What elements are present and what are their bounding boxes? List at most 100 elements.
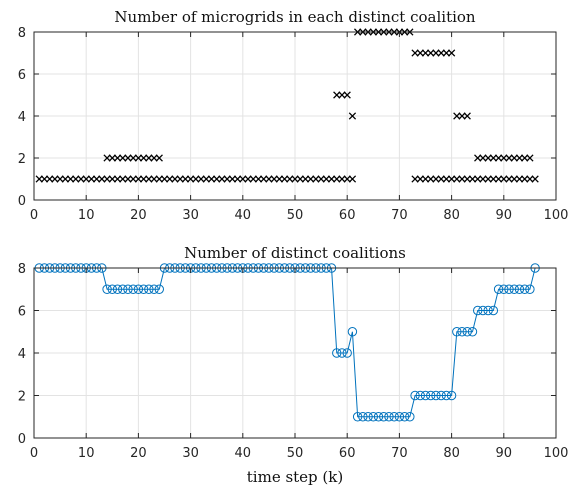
x-marker-point	[66, 175, 75, 183]
circle-marker-point	[436, 390, 446, 401]
circle-marker-point	[478, 305, 488, 316]
x-marker-point	[150, 175, 158, 183]
x-marker-point	[155, 154, 163, 162]
x-marker-point	[416, 175, 424, 183]
x-marker-point	[77, 175, 85, 183]
x-marker-point	[307, 175, 315, 183]
circle-marker-point	[368, 412, 378, 422]
x-marker-point	[411, 175, 419, 183]
x-marker-point	[139, 175, 148, 183]
x-marker-point	[510, 175, 518, 183]
x-tick-label: 10	[78, 446, 95, 461]
x-marker-point	[213, 175, 221, 183]
x-marker-point	[489, 175, 498, 183]
y-tick-label: 4	[18, 110, 26, 125]
x-tick-label: 60	[339, 208, 356, 223]
x-marker-point	[338, 175, 346, 183]
x-tick-label: 70	[391, 208, 408, 223]
x-marker-point	[119, 175, 127, 183]
x-marker-point	[239, 175, 247, 183]
x-marker-point	[61, 175, 69, 183]
x-tick-label: 0	[30, 208, 38, 223]
bottom-chart-ticks: 0 10 20 30 40 50 60 70 80 90 100 0 2 4 6 8	[18, 262, 569, 461]
circle-marker-point	[144, 284, 154, 294]
x-marker-point	[458, 175, 466, 183]
circle-marker-point	[441, 390, 452, 401]
circle-marker-point	[389, 412, 399, 422]
x-tick-label: 30	[182, 208, 199, 223]
x-tick-label: 0	[30, 446, 38, 461]
y-tick-label: 0	[18, 432, 26, 447]
x-marker-point	[474, 175, 482, 183]
x-marker-point	[437, 49, 445, 57]
x-tick-label: 90	[496, 446, 513, 461]
x-marker-point	[129, 154, 137, 162]
x-marker-point	[280, 175, 289, 183]
circle-marker-point	[373, 412, 384, 422]
circle-marker-point	[519, 284, 530, 294]
circle-marker-point	[154, 284, 164, 294]
bottom-chart: Number of distinct coalitions 0 10 20 30 40 5…	[18, 244, 569, 486]
x-marker-point	[463, 175, 471, 183]
x-tick-label: 40	[235, 446, 252, 461]
x-marker-point	[87, 175, 96, 183]
x-marker-point	[526, 154, 534, 162]
x-tick-label: 70	[391, 446, 408, 461]
circle-marker-point	[107, 284, 118, 294]
x-marker-point	[218, 175, 226, 183]
x-marker-point	[515, 154, 524, 162]
x-marker-point	[171, 175, 179, 183]
x-marker-point	[223, 175, 231, 183]
x-tick-label: 60	[339, 446, 356, 461]
x-marker-point	[113, 154, 122, 162]
x-marker-point	[35, 175, 43, 183]
x-marker-point	[46, 175, 54, 183]
x-marker-point	[103, 154, 111, 162]
x-marker-point	[202, 175, 210, 183]
x-marker-point	[479, 154, 487, 162]
x-marker-point	[108, 175, 116, 183]
x-tick-label: 30	[182, 446, 199, 461]
x-marker-point	[515, 175, 524, 183]
top-chart-grid	[34, 32, 556, 200]
circle-marker-point	[483, 305, 493, 316]
x-marker-point	[333, 91, 341, 99]
x-marker-point	[416, 49, 424, 57]
x-marker-point	[317, 175, 325, 183]
x-marker-point	[505, 175, 513, 183]
x-marker-point	[484, 175, 492, 183]
x-marker-point	[453, 175, 461, 183]
circle-marker-point	[473, 305, 483, 316]
x-marker-point	[312, 175, 320, 183]
x-marker-point	[260, 175, 268, 183]
circle-marker-point	[426, 390, 436, 401]
y-tick-label: 2	[18, 390, 26, 405]
circle-marker-point	[342, 348, 352, 358]
x-marker-point	[338, 91, 346, 99]
x-marker-point	[233, 175, 242, 183]
circle-marker-point	[504, 284, 514, 294]
x-marker-point	[427, 49, 435, 57]
x-marker-point	[82, 175, 90, 183]
y-tick-label: 8	[18, 26, 26, 41]
x-marker-point	[124, 154, 132, 162]
y-tick-label: 8	[18, 262, 26, 277]
x-marker-point	[526, 175, 534, 183]
x-tick-label: 50	[287, 208, 304, 223]
x-marker-point	[494, 175, 503, 183]
x-tick-label: 20	[130, 208, 147, 223]
circle-marker-point	[431, 390, 441, 401]
x-marker-point	[207, 175, 216, 183]
y-tick-label: 2	[18, 152, 26, 167]
circle-marker-point	[446, 390, 457, 401]
x-marker-point	[411, 49, 419, 57]
x-marker-point	[489, 154, 498, 162]
x-tick-label: 100	[544, 208, 569, 223]
circle-marker-point	[149, 284, 159, 294]
circle-marker-point	[102, 284, 112, 294]
circle-marker-point	[509, 284, 519, 294]
x-marker-point	[421, 175, 430, 183]
circle-marker-point	[488, 305, 499, 316]
x-marker-point	[139, 154, 148, 162]
